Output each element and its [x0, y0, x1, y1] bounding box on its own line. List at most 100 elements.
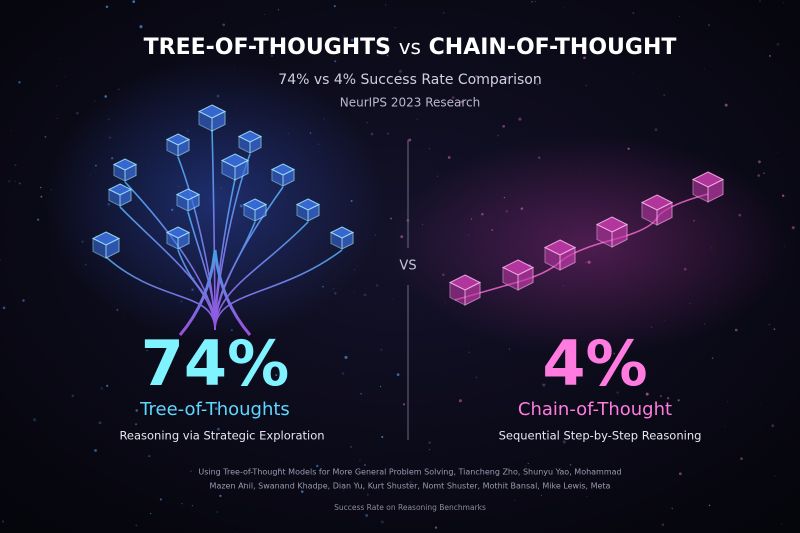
star — [275, 374, 278, 377]
cube-face — [656, 201, 673, 226]
star — [18, 182, 21, 185]
star — [105, 5, 109, 9]
star — [316, 464, 319, 468]
star — [663, 94, 665, 96]
star — [540, 494, 543, 496]
star — [586, 496, 588, 497]
star — [8, 180, 11, 183]
star — [679, 16, 681, 17]
star — [2, 306, 6, 310]
star — [666, 397, 670, 400]
star — [558, 406, 561, 409]
star — [763, 172, 766, 175]
star — [365, 513, 369, 517]
subtitle: 74% vs 4% Success Rate Comparison — [278, 72, 541, 88]
cube — [329, 226, 355, 250]
star — [534, 0, 536, 3]
cube-face — [282, 168, 295, 187]
star — [341, 372, 345, 375]
star — [56, 117, 58, 119]
star — [724, 426, 726, 428]
cube — [295, 198, 321, 222]
star — [264, 14, 265, 16]
star — [678, 472, 682, 476]
cube — [91, 231, 121, 259]
star — [697, 438, 699, 440]
star — [782, 2, 784, 4]
star — [632, 12, 635, 14]
star — [562, 440, 566, 444]
star — [343, 490, 345, 492]
star — [370, 132, 374, 136]
star — [343, 35, 345, 37]
star — [781, 523, 783, 525]
cube-face — [517, 266, 534, 291]
star — [759, 0, 761, 2]
cube-face — [187, 193, 200, 212]
star — [213, 509, 214, 511]
branch — [214, 221, 309, 331]
star — [60, 57, 62, 59]
star — [569, 464, 572, 466]
star — [191, 505, 193, 507]
star — [14, 164, 17, 167]
cube — [595, 216, 629, 248]
cube — [107, 183, 133, 207]
star — [434, 526, 438, 529]
star — [402, 403, 406, 406]
star — [428, 449, 430, 451]
cube — [448, 274, 482, 306]
trunk — [178, 249, 252, 336]
star — [123, 318, 125, 320]
star — [390, 217, 392, 220]
star — [442, 12, 445, 14]
cube — [543, 239, 577, 271]
star — [217, 427, 220, 431]
star — [333, 5, 336, 8]
star — [350, 445, 352, 448]
star — [504, 76, 508, 80]
citation-line: Using Tree-of-Thought Models for More Ge… — [198, 468, 621, 477]
star — [525, 39, 527, 42]
star — [222, 23, 226, 27]
star — [18, 81, 21, 84]
star — [740, 457, 743, 460]
star — [428, 441, 432, 445]
star — [495, 52, 497, 54]
star — [0, 258, 2, 261]
star — [394, 27, 396, 29]
star — [190, 470, 192, 473]
star — [270, 54, 274, 58]
star — [536, 83, 539, 86]
star — [509, 348, 511, 350]
star — [181, 502, 183, 505]
tree-branches — [105, 129, 343, 336]
star — [408, 138, 412, 142]
star — [55, 85, 57, 87]
star — [416, 118, 418, 120]
star — [777, 151, 779, 153]
star — [134, 423, 138, 426]
star — [497, 134, 499, 137]
star — [636, 368, 638, 370]
star — [146, 349, 148, 352]
star — [249, 434, 251, 437]
star — [369, 82, 372, 85]
star — [386, 54, 389, 57]
star — [354, 292, 355, 294]
star — [22, 299, 25, 302]
citation-line: Mazen Anil, Swanand Khadpe, Dian Yu, Kur… — [210, 482, 611, 491]
star — [585, 84, 587, 86]
star — [379, 385, 382, 388]
title-left: TREE-OF-THOUGHTS — [144, 35, 391, 60]
star — [475, 376, 478, 379]
star — [344, 355, 348, 359]
star — [773, 328, 776, 331]
star — [243, 482, 246, 485]
star — [380, 520, 384, 524]
star — [98, 421, 102, 425]
star — [235, 531, 236, 533]
star — [303, 47, 306, 50]
star — [396, 373, 400, 376]
